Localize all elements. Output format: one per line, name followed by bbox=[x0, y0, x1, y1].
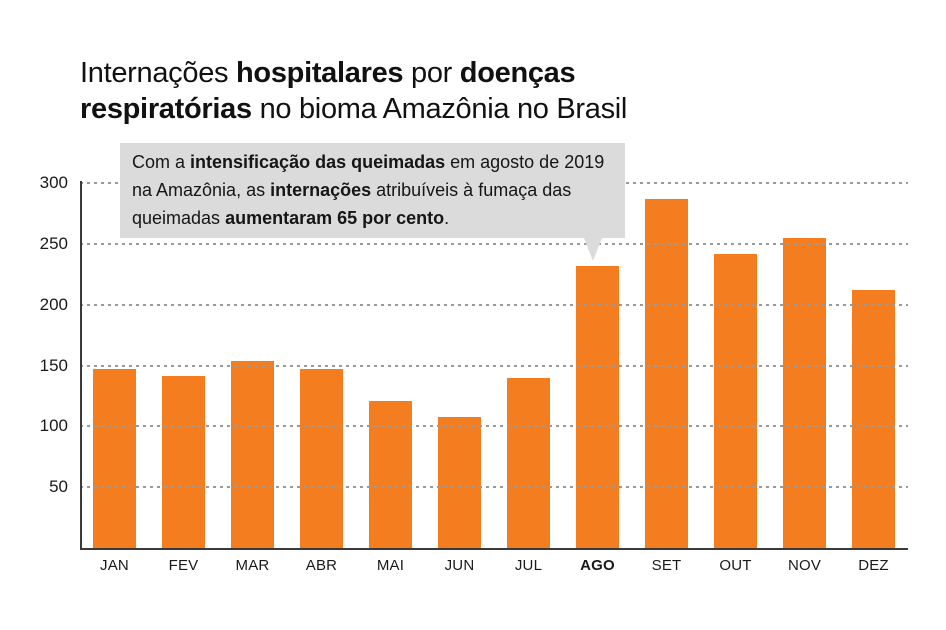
bar-slot-mai bbox=[356, 183, 425, 548]
plain-text: Com a bbox=[132, 152, 191, 172]
y-tick-label-100: 100 bbox=[39, 416, 68, 436]
bar-set bbox=[645, 198, 688, 548]
bar-slot-set bbox=[632, 183, 701, 548]
x-tick-label-mai: MAI bbox=[376, 557, 405, 574]
annotation-tail-pointer bbox=[584, 238, 602, 261]
bar-slot-mar bbox=[218, 183, 287, 548]
bar-ago bbox=[576, 265, 619, 548]
bar-nov bbox=[783, 237, 826, 548]
emphasis-text: hospitalares bbox=[236, 57, 404, 90]
gridline-150 bbox=[80, 364, 908, 367]
x-tick-label-mar: MAR bbox=[235, 557, 270, 574]
x-tick-label-nov: NOV bbox=[787, 557, 822, 574]
bar-slot-dez bbox=[839, 183, 908, 548]
bar-slot-jun bbox=[425, 183, 494, 548]
bar-fev bbox=[162, 376, 205, 548]
plain-text: atribuíveis à fumaça das queimadas bbox=[132, 180, 577, 228]
bars-row bbox=[80, 183, 908, 548]
page-title: Internações hospitalares por doenças res… bbox=[80, 55, 740, 127]
y-axis-labels: 50 100 150 200 250 300 bbox=[0, 174, 68, 548]
y-tick-label-200: 200 bbox=[39, 294, 68, 314]
bar-jun bbox=[438, 416, 481, 548]
plot-area bbox=[80, 182, 908, 548]
y-tick-label-150: 150 bbox=[39, 355, 68, 375]
bar-slot-out bbox=[701, 183, 770, 548]
x-axis-labels: JAN FEV MAR ABR MAI JUN JUL AGO SET OUT NOV DEZ bbox=[80, 557, 908, 575]
x-tick-label-out: OUT bbox=[719, 557, 752, 574]
x-tick-label-jan: JAN bbox=[100, 557, 129, 574]
bar-slot-fev bbox=[149, 183, 218, 548]
bar-mai bbox=[369, 400, 412, 548]
y-tick-label-250: 250 bbox=[39, 233, 68, 253]
plain-text: . bbox=[444, 208, 450, 228]
x-tick-label-dez: DEZ bbox=[858, 557, 889, 574]
gridline-250 bbox=[80, 242, 908, 245]
bar-jul bbox=[507, 377, 550, 548]
x-tick-label-set: SET bbox=[651, 557, 682, 574]
y-tick-label-300: 300 bbox=[39, 173, 68, 192]
plain-text: por bbox=[403, 57, 460, 90]
emphasis-text: aumentaram 65 por cento bbox=[225, 208, 445, 228]
bar-mar bbox=[231, 360, 274, 548]
emphasis-text: intensificação das queimadas bbox=[190, 152, 446, 172]
bar-abr bbox=[300, 369, 343, 548]
bar-slot-abr bbox=[287, 183, 356, 548]
bar-slot-jan bbox=[80, 183, 149, 548]
x-tick-label-abr: ABR bbox=[305, 557, 338, 574]
emphasis-text: doenças respiratórias bbox=[80, 57, 584, 126]
y-tick-label-50: 50 bbox=[49, 477, 68, 497]
x-tick-label-jun: JUN bbox=[444, 557, 475, 574]
plain-text: Internações bbox=[80, 57, 236, 90]
bar-slot-ago bbox=[563, 183, 632, 548]
bar-slot-jul bbox=[494, 183, 563, 548]
y-axis-line bbox=[80, 181, 82, 548]
bar-jan bbox=[93, 369, 136, 548]
gridline-100 bbox=[80, 425, 908, 428]
annotation-callout: Com a intensificação das queimadas em ag… bbox=[120, 143, 625, 261]
x-tick-label-jul: JUL bbox=[514, 557, 543, 574]
plain-text: em agosto de 2019 na Amazônia, as bbox=[132, 152, 610, 200]
gridline-200 bbox=[80, 303, 908, 306]
bar-slot-nov bbox=[770, 183, 839, 548]
x-tick-label-ago: AGO bbox=[580, 557, 615, 574]
bar-out bbox=[714, 253, 757, 548]
x-axis-line bbox=[80, 548, 908, 550]
gridline-50 bbox=[80, 486, 908, 489]
x-tick-label-fev: FEV bbox=[168, 557, 199, 574]
bar-dez bbox=[852, 290, 895, 548]
plain-text: no bioma Amazônia no Brasil bbox=[251, 93, 628, 126]
emphasis-text: internações bbox=[270, 180, 372, 200]
